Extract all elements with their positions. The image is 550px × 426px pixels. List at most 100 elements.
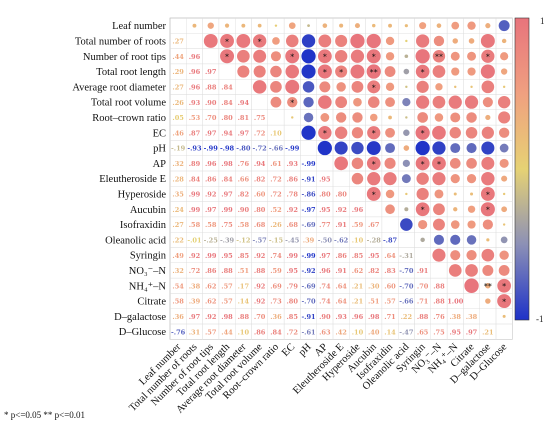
correlation-value: -.57 [253,236,268,244]
row-label: D–galactose [114,312,166,323]
correlation-circle [366,49,381,64]
correlation-value: .60 [384,282,396,290]
correlation-value: -.86 [301,191,316,199]
correlation-value: .96 [189,83,201,91]
correlation-circle [301,64,316,79]
correlation-value: -.80 [236,145,251,153]
correlation-circle [385,127,395,138]
correlation-value: .91 [335,267,346,275]
correlation-circle [466,235,477,245]
significance-mark: * [323,68,327,77]
correlation-circle [385,204,395,215]
correlation-value: .96 [205,160,217,168]
correlation-value: .94 [221,129,233,137]
row-label: Average root diameter [72,82,166,93]
correlation-value: .95 [319,175,331,183]
correlation-circle [432,125,446,140]
correlation-value: -.19 [171,145,186,153]
correlation-value: .57 [221,282,233,290]
correlation-circle [237,65,250,78]
correlation-value: -.62 [334,236,348,244]
correlation-value: .58 [189,221,201,229]
correlation-circle [415,64,430,79]
correlation-circle [334,50,348,63]
correlation-circle [402,98,411,107]
correlation-value: .91 [417,267,428,275]
correlation-circle [334,141,348,155]
correlation-value: .92 [254,252,265,260]
correlation-circle [384,157,396,169]
correlation-value: .14 [384,328,396,336]
correlation-circle [498,111,511,124]
correlation-value: .14 [238,298,250,306]
correlation-circle [350,33,365,49]
correlation-value: .26 [172,99,184,107]
correlation-circle [450,250,461,261]
row-label: NO₃⁻–N [129,266,167,277]
correlation-value: .21 [352,298,363,306]
correlation-circle [481,141,495,155]
correlation-circle [388,23,392,28]
correlation-value: -.99 [301,160,316,168]
correlation-circle [480,202,495,217]
correlation-value: .98 [368,313,380,321]
row-label: Total root length [96,67,167,78]
correlation-value: .66 [238,175,250,183]
correlation-value: .80 [335,191,347,199]
correlation-value: .80 [254,206,266,214]
correlation-value: .36 [270,313,282,321]
correlation-value: .84 [221,99,233,107]
correlation-circle [241,23,246,28]
correlation-circle [450,143,461,154]
correlation-value: -.97 [301,206,316,214]
correlation-value: .88 [433,282,445,290]
correlation-value: .99 [205,252,217,260]
correlation-value: .49 [172,252,184,260]
correlation-value: .96 [189,68,201,76]
correlation-circle [485,298,491,304]
correlation-circle [220,34,234,48]
correlation-value: -.25 [204,236,219,244]
correlation-value: .87 [189,129,201,137]
correlation-circle [385,97,395,108]
correlation-value: .38 [189,282,201,290]
correlation-circle [335,96,348,109]
correlation-circle [351,80,364,93]
correlation-circle [470,85,473,89]
correlation-value: .17 [238,282,250,290]
correlation-value: .30 [368,282,380,290]
correlation-value: .82 [368,267,379,275]
correlation-value: .99 [189,206,201,214]
significance-mark: * [437,160,441,169]
correlation-value: .96 [352,206,364,214]
correlation-circle [285,64,300,79]
correlation-circle [404,207,409,212]
correlation-value: .83 [384,267,396,275]
correlation-value: .79 [287,282,299,290]
correlation-circle [301,34,316,48]
correlation-value: .68 [254,221,266,229]
correlation-value: .62 [205,282,216,290]
correlation-circle [464,95,479,109]
correlation-circle [420,237,425,243]
correlation-circle [501,206,508,213]
correlation-value: .74 [319,282,331,290]
row-label: EC [153,128,166,139]
correlation-value: .38 [450,313,462,321]
correlation-circle [207,22,214,29]
correlation-value: .75 [221,221,233,229]
correlation-circle [450,51,460,61]
correlation-circle [485,283,491,289]
correlation-value: .96 [319,267,331,275]
correlation-value: .57 [205,328,217,336]
correlation-circle [464,278,479,293]
correlation-circle [350,49,365,63]
correlation-circle [383,172,397,186]
correlation-circle [466,174,477,184]
significance-mark: * [323,129,327,138]
correlation-value: .75 [254,114,266,122]
correlation-value: .82 [254,175,265,183]
correlation-value: .39 [303,236,315,244]
significance-mark: * [372,160,376,169]
